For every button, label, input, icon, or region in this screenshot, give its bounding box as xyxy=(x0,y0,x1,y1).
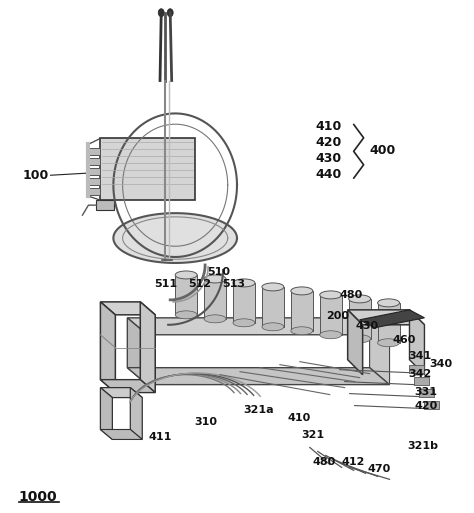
Ellipse shape xyxy=(175,271,197,279)
Polygon shape xyxy=(233,283,255,323)
Bar xyxy=(410,365,424,372)
Polygon shape xyxy=(100,388,142,398)
Bar xyxy=(100,139,195,200)
Text: 460: 460 xyxy=(392,335,416,345)
Ellipse shape xyxy=(204,315,226,323)
Bar xyxy=(89,168,100,175)
Ellipse shape xyxy=(204,275,226,283)
Text: 430: 430 xyxy=(356,321,379,331)
Text: 310: 310 xyxy=(194,417,217,426)
Text: 331: 331 xyxy=(414,387,438,397)
Ellipse shape xyxy=(167,9,173,17)
Text: 511: 511 xyxy=(154,279,177,289)
Text: 400: 400 xyxy=(370,144,396,157)
Text: 411: 411 xyxy=(148,432,172,443)
Ellipse shape xyxy=(158,9,164,17)
Text: 480: 480 xyxy=(313,458,336,467)
Text: 321: 321 xyxy=(302,430,325,441)
Polygon shape xyxy=(262,287,284,327)
Text: 321b: 321b xyxy=(408,442,438,451)
Text: 412: 412 xyxy=(342,458,365,467)
Polygon shape xyxy=(100,302,155,315)
Polygon shape xyxy=(100,429,142,440)
Polygon shape xyxy=(347,310,424,325)
Text: 341: 341 xyxy=(409,351,432,361)
Text: 480: 480 xyxy=(340,290,363,300)
Polygon shape xyxy=(349,299,371,339)
Bar xyxy=(89,188,100,195)
Text: 510: 510 xyxy=(207,267,230,277)
Ellipse shape xyxy=(320,291,342,299)
Ellipse shape xyxy=(175,311,197,319)
Text: 340: 340 xyxy=(429,359,453,369)
Text: 440: 440 xyxy=(316,168,342,181)
Polygon shape xyxy=(410,310,424,374)
Bar xyxy=(89,148,100,155)
Polygon shape xyxy=(128,318,147,385)
Ellipse shape xyxy=(378,339,400,347)
Polygon shape xyxy=(291,291,313,331)
Ellipse shape xyxy=(113,213,237,263)
Bar xyxy=(96,200,114,210)
Text: 200: 200 xyxy=(326,311,349,321)
Ellipse shape xyxy=(349,295,371,303)
Polygon shape xyxy=(360,310,424,328)
Text: 410: 410 xyxy=(316,120,342,133)
Polygon shape xyxy=(378,303,400,343)
Text: 1000: 1000 xyxy=(18,490,57,504)
Polygon shape xyxy=(370,318,390,385)
Bar xyxy=(89,178,100,185)
Polygon shape xyxy=(347,310,363,374)
Ellipse shape xyxy=(233,319,255,327)
Text: 420: 420 xyxy=(316,136,342,149)
Polygon shape xyxy=(100,302,115,392)
Ellipse shape xyxy=(378,299,400,307)
Polygon shape xyxy=(140,302,155,392)
Bar xyxy=(89,159,100,165)
Text: 100: 100 xyxy=(23,169,49,182)
Polygon shape xyxy=(204,279,226,319)
Polygon shape xyxy=(100,388,112,440)
Bar xyxy=(414,377,429,385)
Polygon shape xyxy=(130,388,142,440)
Ellipse shape xyxy=(262,283,284,291)
Text: 513: 513 xyxy=(222,279,245,289)
Polygon shape xyxy=(128,368,390,385)
Text: 470: 470 xyxy=(368,464,391,475)
Polygon shape xyxy=(320,295,342,335)
Text: 342: 342 xyxy=(409,369,432,379)
Text: 430: 430 xyxy=(316,152,342,165)
Ellipse shape xyxy=(262,323,284,331)
Ellipse shape xyxy=(233,279,255,287)
Polygon shape xyxy=(128,318,390,335)
Polygon shape xyxy=(175,275,197,315)
Ellipse shape xyxy=(291,287,313,295)
Text: 410: 410 xyxy=(288,412,311,423)
Bar xyxy=(424,401,439,408)
Ellipse shape xyxy=(291,327,313,335)
Ellipse shape xyxy=(349,335,371,343)
Ellipse shape xyxy=(320,331,342,339)
Bar xyxy=(419,389,434,397)
Text: 420: 420 xyxy=(414,401,438,410)
Text: 321a: 321a xyxy=(243,405,273,415)
Text: 512: 512 xyxy=(188,279,211,289)
Polygon shape xyxy=(100,380,155,392)
